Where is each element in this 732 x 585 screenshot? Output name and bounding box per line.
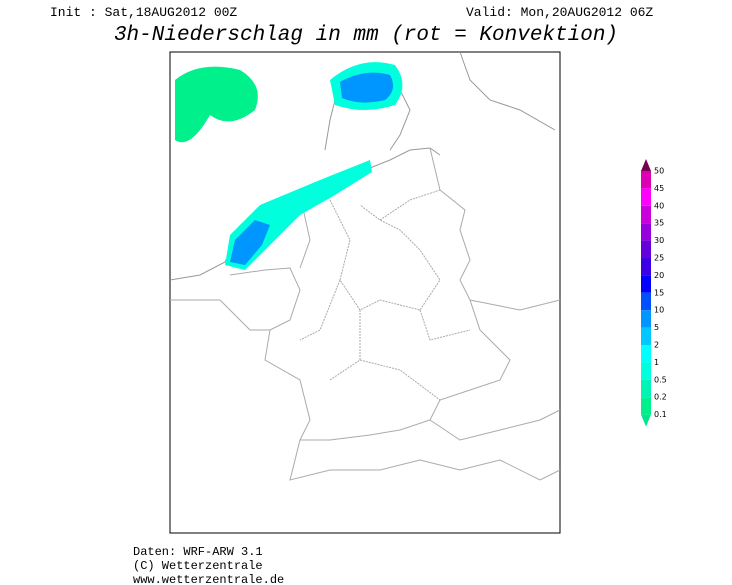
colorbar-segment — [641, 310, 651, 328]
colorbar-segment — [641, 327, 651, 345]
colorbar-tip — [641, 159, 651, 171]
footer-line: Daten: WRF-ARW 3.1 — [133, 545, 263, 559]
colorbar-label: 10 — [654, 306, 664, 315]
colorbar-label: 30 — [654, 236, 664, 245]
colorbar-segment — [641, 188, 651, 206]
colorbar-label: 1 — [654, 358, 659, 367]
colorbar-segment — [641, 171, 651, 189]
precip-area — [175, 66, 258, 143]
precipitation — [175, 62, 403, 270]
colorbar-segment — [641, 397, 651, 415]
footer-line: (C) Wetterzentrale — [133, 559, 263, 573]
colorbar-label: 2 — [654, 341, 659, 350]
colorbar-tip — [641, 414, 651, 427]
precip-area — [340, 72, 394, 103]
colorbar: 50 45 40 35 30 25 20 15 10 5 2 1 0.5 0.2 0.1 — [641, 159, 667, 427]
init-time: Init : Sat,18AUG2012 00Z — [50, 5, 237, 20]
colorbar-segment — [641, 223, 651, 241]
colorbar-label: 50 — [654, 167, 664, 176]
colorbar-label: 15 — [654, 288, 664, 297]
colorbar-label: 0.1 — [654, 410, 667, 419]
colorbar-label: 5 — [654, 323, 659, 332]
colorbar-segment — [641, 362, 651, 380]
colorbar-label: 20 — [654, 271, 664, 280]
map-frame — [169, 51, 561, 534]
colorbar-label: 35 — [654, 219, 664, 228]
valid-time: Valid: Mon,20AUG2012 06Z — [466, 5, 653, 20]
country-borders — [170, 147, 561, 481]
state-borders — [299, 189, 471, 401]
colorbar-segment — [641, 379, 651, 398]
colorbar-segment — [641, 258, 651, 276]
footer-line: www.wetterzentrale.de — [133, 573, 284, 585]
colorbar-label: 40 — [654, 201, 664, 210]
colorbar-label: 45 — [654, 184, 664, 193]
colorbar-segment — [641, 240, 651, 258]
colorbar-segment — [641, 275, 651, 293]
colorbar-segment — [641, 292, 651, 311]
colorbar-segment — [641, 345, 651, 363]
colorbar-label: 25 — [654, 254, 664, 263]
map-title: 3h-Niederschlag in mm (rot = Konvektion) — [114, 24, 618, 47]
colorbar-label: 0.2 — [654, 393, 667, 402]
map — [169, 51, 561, 534]
colorbar-label: 0.5 — [654, 375, 667, 384]
colorbar-segment — [641, 205, 651, 224]
precip-area — [230, 220, 270, 265]
